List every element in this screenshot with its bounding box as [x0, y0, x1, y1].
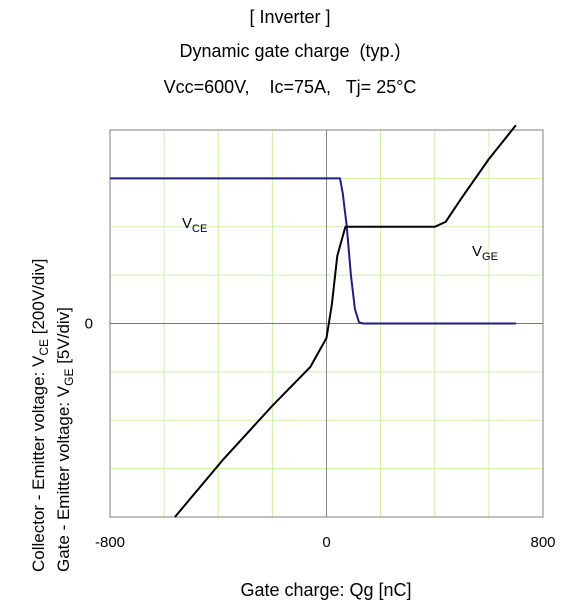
vge-curve-label: VGE: [472, 243, 498, 263]
vce-label-sub: CE: [192, 223, 207, 235]
chart-title: [ Inverter ]: [249, 7, 331, 27]
x-axis-label: Gate charge: Qg [nC]: [240, 580, 411, 600]
series-group: [110, 124, 517, 518]
y-axis-label-inner: Gate - Emitter voltage: VGE [5V/div]: [54, 307, 76, 572]
chart-subtitle: Dynamic gate charge (typ.): [179, 41, 401, 61]
tick-labels: -800 0 800 0: [85, 316, 556, 552]
vge-label-main: V: [472, 243, 482, 260]
x-tick-label: 0: [322, 534, 330, 551]
vce-label-main: V: [182, 215, 192, 232]
vge-series-line: [174, 124, 517, 518]
y-axis-label-outer: Collector - Emitter voltage: VCE [200V/d…: [29, 259, 51, 572]
chart-conditions: Vcc=600V, Ic=75A, Tj= 25°C: [163, 77, 417, 97]
x-tick-label: -800: [95, 534, 125, 551]
vce-curve-label: VCE: [182, 215, 207, 235]
x-tick-label: 800: [530, 534, 555, 551]
y-tick-label: 0: [85, 316, 93, 333]
vce-series-line: [110, 177, 516, 325]
vge-label-sub: GE: [482, 251, 498, 263]
